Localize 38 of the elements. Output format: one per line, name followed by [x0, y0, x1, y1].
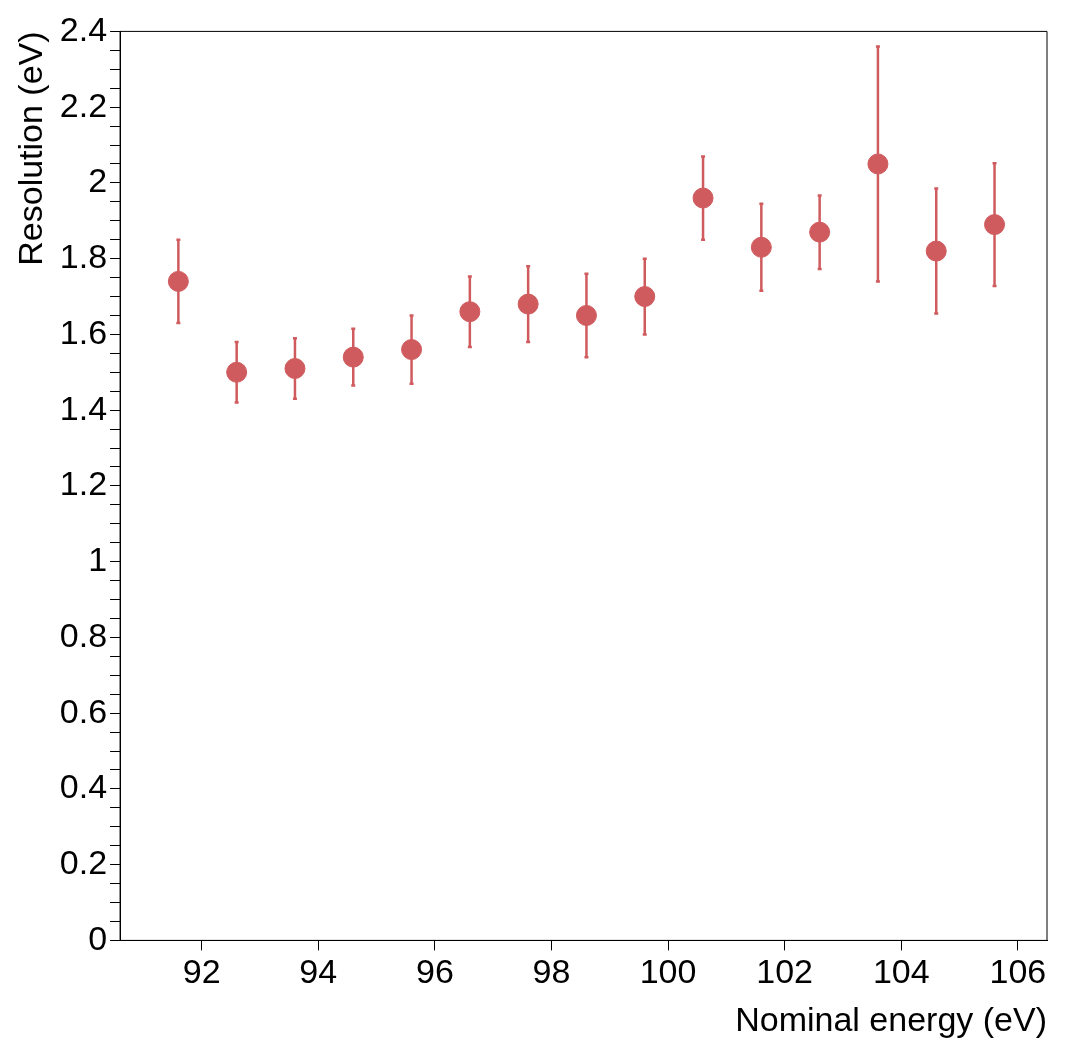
point	[284, 357, 306, 379]
point	[984, 214, 1006, 236]
y-tick-label: 1.6	[59, 312, 108, 351]
point	[401, 339, 423, 361]
y-tick-label: 0	[88, 918, 108, 957]
x-tick-label: 98	[532, 952, 571, 991]
x-tick-label: 100	[639, 952, 697, 991]
y-tick-label: 0.6	[59, 691, 108, 730]
x-tick-label: 94	[299, 952, 338, 991]
point	[750, 236, 772, 258]
x-tick-label: 92	[182, 952, 221, 991]
y-tick-label: 1.2	[59, 464, 108, 503]
point	[575, 304, 597, 326]
point	[517, 293, 539, 315]
point	[459, 301, 481, 323]
point	[867, 153, 889, 175]
x-tick-label: 104	[872, 952, 930, 991]
y-tick-label: 1	[88, 540, 108, 579]
y-tick-label: 2.2	[59, 85, 108, 124]
y-axis-title: Resolution (eV)	[10, 31, 49, 266]
x-tick-label: 102	[756, 952, 814, 991]
point	[809, 221, 831, 243]
y-tick-label: 2.4	[59, 9, 108, 48]
point	[167, 270, 189, 292]
point	[692, 187, 714, 209]
y-tick-label: 1.8	[59, 237, 108, 276]
y-tick-label: 0.4	[59, 767, 108, 806]
point	[226, 361, 248, 383]
y-tick-label: 0.8	[59, 615, 108, 654]
y-tick-label: 2	[88, 161, 108, 200]
x-tick-label: 106	[989, 952, 1047, 991]
point	[634, 286, 656, 308]
x-axis-title: Nominal energy (eV)	[735, 999, 1047, 1038]
y-tick-label: 1.4	[59, 388, 108, 427]
point	[342, 346, 364, 368]
point	[925, 240, 947, 262]
x-tick-label: 96	[415, 952, 454, 991]
y-tick-label: 0.2	[59, 843, 108, 882]
